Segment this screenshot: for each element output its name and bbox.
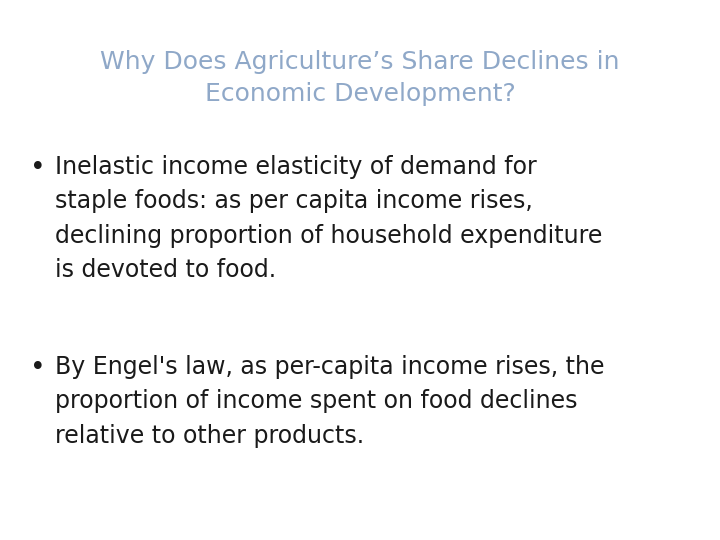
Text: Inelastic income elasticity of demand for
staple foods: as per capita income ris: Inelastic income elasticity of demand fo…	[55, 155, 603, 282]
Text: •: •	[30, 155, 46, 181]
Text: •: •	[30, 355, 46, 381]
Text: Why Does Agriculture’s Share Declines in
Economic Development?: Why Does Agriculture’s Share Declines in…	[100, 50, 620, 106]
Text: By Engel's law, as per-capita income rises, the
proportion of income spent on fo: By Engel's law, as per-capita income ris…	[55, 355, 605, 448]
